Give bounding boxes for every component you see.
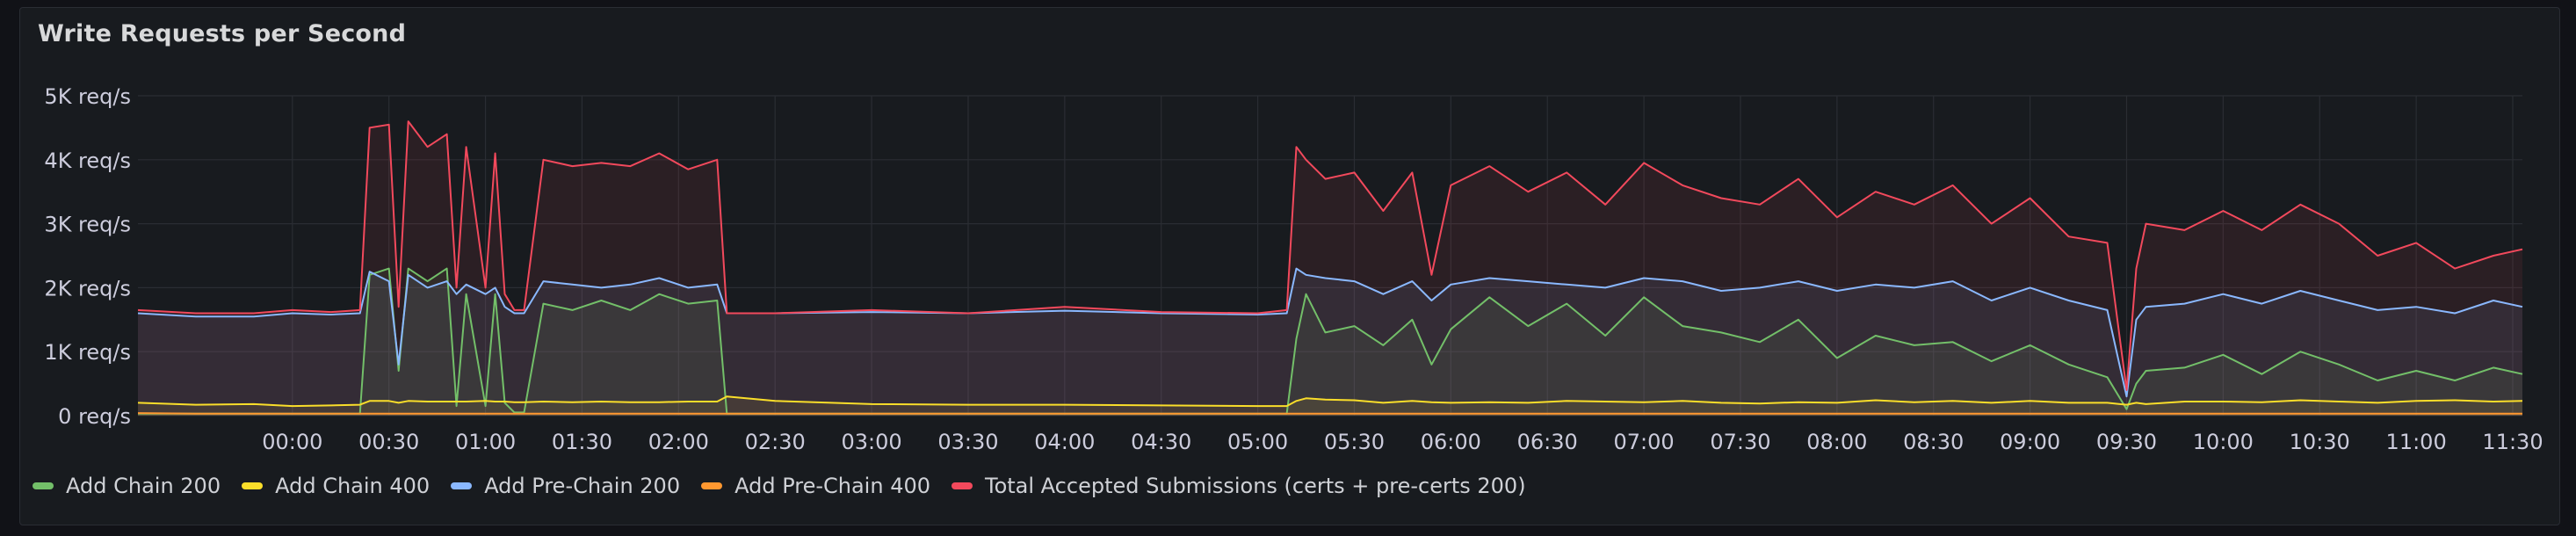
chart-grid: [138, 95, 2522, 416]
legend-item-add-pre-chain-200[interactable]: Add Pre-Chain 200: [451, 474, 680, 498]
legend-item-add-pre-chain-400[interactable]: Add Pre-Chain 400: [701, 474, 930, 498]
x-tick-label: 02:00: [648, 430, 709, 454]
x-tick-label: 00:30: [358, 430, 419, 454]
x-tick-label: 02:30: [745, 430, 806, 454]
x-tick-label: 01:30: [552, 430, 612, 454]
x-tick-label: 06:00: [1421, 430, 1481, 454]
legend-label: Add Chain 400: [275, 474, 431, 498]
x-tick-label: 11:00: [2386, 430, 2447, 454]
legend-label: Add Pre-Chain 400: [734, 474, 930, 498]
legend-label: Add Pre-Chain 200: [484, 474, 681, 498]
x-tick-label: 03:00: [841, 430, 901, 454]
x-tick-label: 01:00: [455, 430, 516, 454]
x-tick-label: 00:00: [262, 430, 322, 454]
chart-panel: Write Requests per Second 0 req/s 1K req/…: [19, 7, 2560, 525]
x-tick-label: 07:00: [1614, 430, 1675, 454]
x-tick-label: 11:30: [2482, 430, 2543, 454]
x-tick-label: 10:00: [2193, 430, 2254, 454]
x-tick-label: 08:30: [1903, 430, 1964, 454]
legend-label: Total Accepted Submissions (certs + pre-…: [985, 474, 1526, 498]
y-tick-label: 1K req/s: [44, 340, 131, 365]
chart-areas: [138, 121, 2522, 416]
legend-label: Add Chain 200: [66, 474, 221, 498]
series-area: [138, 268, 2522, 416]
x-tick-label: 10:30: [2290, 430, 2350, 454]
legend-item-add-chain-400[interactable]: Add Chain 400: [242, 474, 430, 498]
series-area: [138, 268, 2522, 416]
y-tick-label: 0 req/s: [58, 404, 131, 429]
series-line[interactable]: [137, 267, 2523, 398]
x-tick-label: 05:30: [1324, 430, 1385, 454]
legend-swatch: [701, 482, 723, 489]
legend-item-add-chain-200[interactable]: Add Chain 200: [33, 474, 221, 498]
series-area: [138, 121, 2522, 416]
legend-swatch: [451, 482, 473, 489]
chart-lines: [137, 120, 2523, 415]
y-tick-label: 2K req/s: [44, 276, 131, 301]
legend-item-total-accepted-submissions[interactable]: Total Accepted Submissions (certs + pre-…: [952, 474, 1526, 498]
x-tick-label: 04:30: [1131, 430, 1191, 454]
chart-legend: Add Chain 200 Add Chain 400 Add Pre-Chai…: [33, 474, 1547, 498]
x-tick-label: 06:30: [1517, 430, 1578, 454]
panel-title: Write Requests per Second: [38, 20, 407, 47]
series-line[interactable]: [137, 120, 2523, 391]
y-tick-label: 3K req/s: [44, 213, 131, 237]
legend-swatch: [952, 482, 973, 489]
x-tick-label: 09:30: [2096, 430, 2157, 454]
x-tick-label: 09:00: [2000, 430, 2060, 454]
x-axis: 00:00 00:30 01:00 01:30 02:00 02:30 03:00 03:30…: [262, 430, 2543, 454]
x-tick-label: 05:00: [1227, 430, 1288, 454]
x-tick-label: 08:00: [1806, 430, 1867, 454]
x-tick-label: 07:30: [1710, 430, 1770, 454]
legend-swatch: [33, 482, 54, 489]
x-tick-label: 03:30: [937, 430, 998, 454]
y-axis: 0 req/s 1K req/s 2K req/s 3K req/s 4K req/s 5…: [44, 84, 131, 429]
chart-plot[interactable]: 0 req/s 1K req/s 2K req/s 3K req/s 4K req/s 5…: [20, 8, 2559, 525]
y-tick-label: 4K req/s: [44, 148, 131, 173]
series-area: [138, 396, 2522, 416]
legend-swatch: [242, 482, 264, 489]
x-tick-label: 04:00: [1034, 430, 1095, 454]
series-line[interactable]: [137, 412, 2522, 415]
y-tick-label: 5K req/s: [44, 84, 131, 109]
series-line[interactable]: [137, 395, 2523, 408]
